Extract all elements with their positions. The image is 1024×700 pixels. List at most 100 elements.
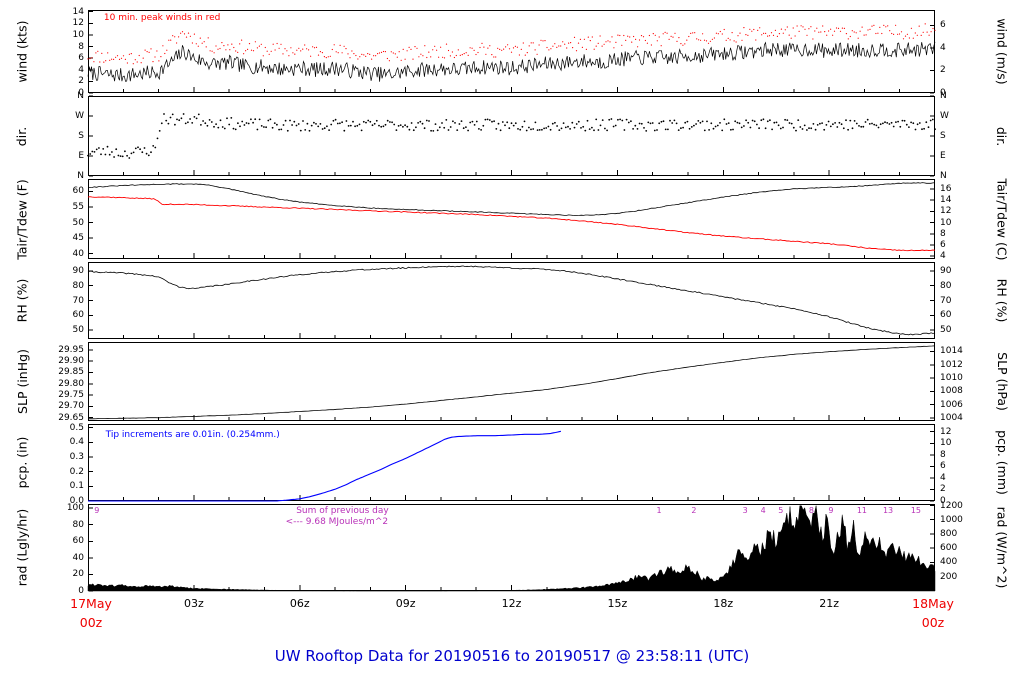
wind-direction-point: [801, 128, 804, 130]
peak-wind-point: [536, 53, 538, 55]
peak-wind-point: [782, 32, 784, 34]
wind-direction-point: [499, 129, 502, 132]
wind-direction-point: [632, 128, 634, 130]
end-date-label-date: 18May: [912, 596, 954, 611]
peak-wind-point: [674, 32, 676, 34]
wind-direction-point: [849, 119, 852, 122]
peak-wind-point: [211, 50, 213, 52]
peak-wind-point: [292, 52, 294, 54]
peak-wind-point: [648, 34, 651, 37]
wind-direction-point: [901, 119, 904, 122]
peak-wind-point: [442, 56, 444, 58]
wind-direction-point: [206, 124, 209, 127]
wind-direction-point: [202, 120, 204, 122]
wind-direction-point: [871, 122, 873, 125]
peak-wind-point: [237, 51, 239, 54]
peak-wind-point: [713, 37, 716, 39]
wind-direction-point: [299, 129, 302, 132]
wind-direction-point: [716, 124, 719, 127]
wind-direction-point: [877, 126, 880, 129]
peak-wind-point: [341, 52, 343, 54]
wind-direction-point: [254, 118, 257, 121]
wind-direction-point: [582, 125, 585, 128]
wind-direction-point: [921, 128, 923, 131]
wind-direction-point: [391, 121, 393, 124]
peak-wind-point: [906, 33, 909, 35]
peak-wind-point: [615, 41, 617, 43]
wind-direction-point: [345, 120, 348, 122]
peak-wind-point: [347, 53, 349, 55]
peak-wind-point: [575, 50, 578, 52]
peak-wind-point: [217, 48, 219, 50]
wind-direction-point: [237, 122, 239, 125]
wind-direction-point: [284, 119, 287, 122]
wind-direction-point: [176, 118, 178, 121]
wind-direction-point: [908, 126, 910, 128]
peak-wind-point: [640, 35, 643, 37]
wind-direction-point: [630, 120, 632, 123]
x-tick-label-21z: 21z: [819, 597, 840, 610]
peak-wind-point: [780, 28, 783, 30]
peak-wind-point: [445, 43, 448, 45]
wind-direction-point: [158, 130, 161, 132]
wind-direction-point: [349, 124, 352, 127]
wind-direction-point: [721, 129, 724, 132]
wind-direction-point: [895, 121, 897, 123]
peak-wind-point: [859, 30, 861, 32]
wind-direction-point: [910, 121, 912, 124]
wind-direction-point: [152, 145, 155, 147]
peak-wind-point: [367, 53, 369, 55]
slp-left-tick-label: 29.70: [58, 401, 84, 412]
peak-wind-point: [477, 51, 479, 54]
wind-direction-point: [213, 125, 215, 128]
peak-wind-point: [227, 44, 229, 46]
wind-direction-point: [862, 125, 865, 128]
wind-direction-point: [782, 126, 784, 129]
peak-wind-point: [256, 47, 258, 49]
wind-direction-point: [341, 121, 343, 124]
peak-wind-point: [140, 62, 142, 64]
peak-wind-point: [201, 42, 203, 44]
wind-direction-point: [321, 128, 324, 130]
peak-wind-point: [245, 50, 247, 52]
wind-direction-point: [580, 127, 582, 129]
wind-direction-point: [808, 127, 810, 130]
peak-wind-point: [678, 37, 680, 39]
wind-direction-point: [93, 151, 96, 153]
wind-direction-point: [150, 151, 152, 154]
peak-wind-point: [280, 43, 282, 45]
dir-right-axis-title-text: dir.: [994, 126, 1010, 146]
dir-frame: [88, 96, 935, 176]
wind-direction-point: [217, 126, 220, 129]
wind-direction-point: [556, 125, 558, 127]
wind-direction-point: [204, 122, 207, 125]
peak-wind-point: [635, 38, 637, 40]
wind-direction-point: [402, 125, 404, 128]
wind-direction-point: [115, 148, 118, 151]
wind-direction-point: [352, 120, 354, 123]
rad-left-tick-label: 40: [72, 552, 84, 563]
peak-wind-point: [672, 36, 674, 38]
wind-direction-point: [263, 126, 265, 128]
wind-direction-point: [415, 126, 417, 129]
start-date-label-hour: 00z: [79, 615, 103, 630]
wind-direction-point: [228, 123, 231, 126]
peak-wind-point: [747, 34, 749, 36]
slp-left-tick-label: 29.90: [58, 356, 84, 367]
wind-direction-point: [690, 126, 693, 128]
peak-wind-point: [887, 25, 889, 27]
wind-direction-point: [330, 123, 333, 126]
peak-wind-point: [371, 58, 373, 60]
wind-direction-point: [675, 122, 678, 125]
peak-wind-point: [507, 44, 509, 46]
wind-direction-point: [819, 122, 821, 125]
wind-direction-point: [855, 122, 858, 125]
peak-wind-point: [918, 25, 920, 27]
wind-direction-point: [567, 125, 569, 128]
wind-direction-point: [480, 129, 482, 131]
peak-wind-point: [855, 32, 857, 34]
wind-direction-point: [406, 125, 409, 128]
wind-right-tick-label: 4: [940, 42, 946, 53]
wind-direction-point: [332, 119, 335, 122]
peak-wind-point: [765, 32, 767, 34]
